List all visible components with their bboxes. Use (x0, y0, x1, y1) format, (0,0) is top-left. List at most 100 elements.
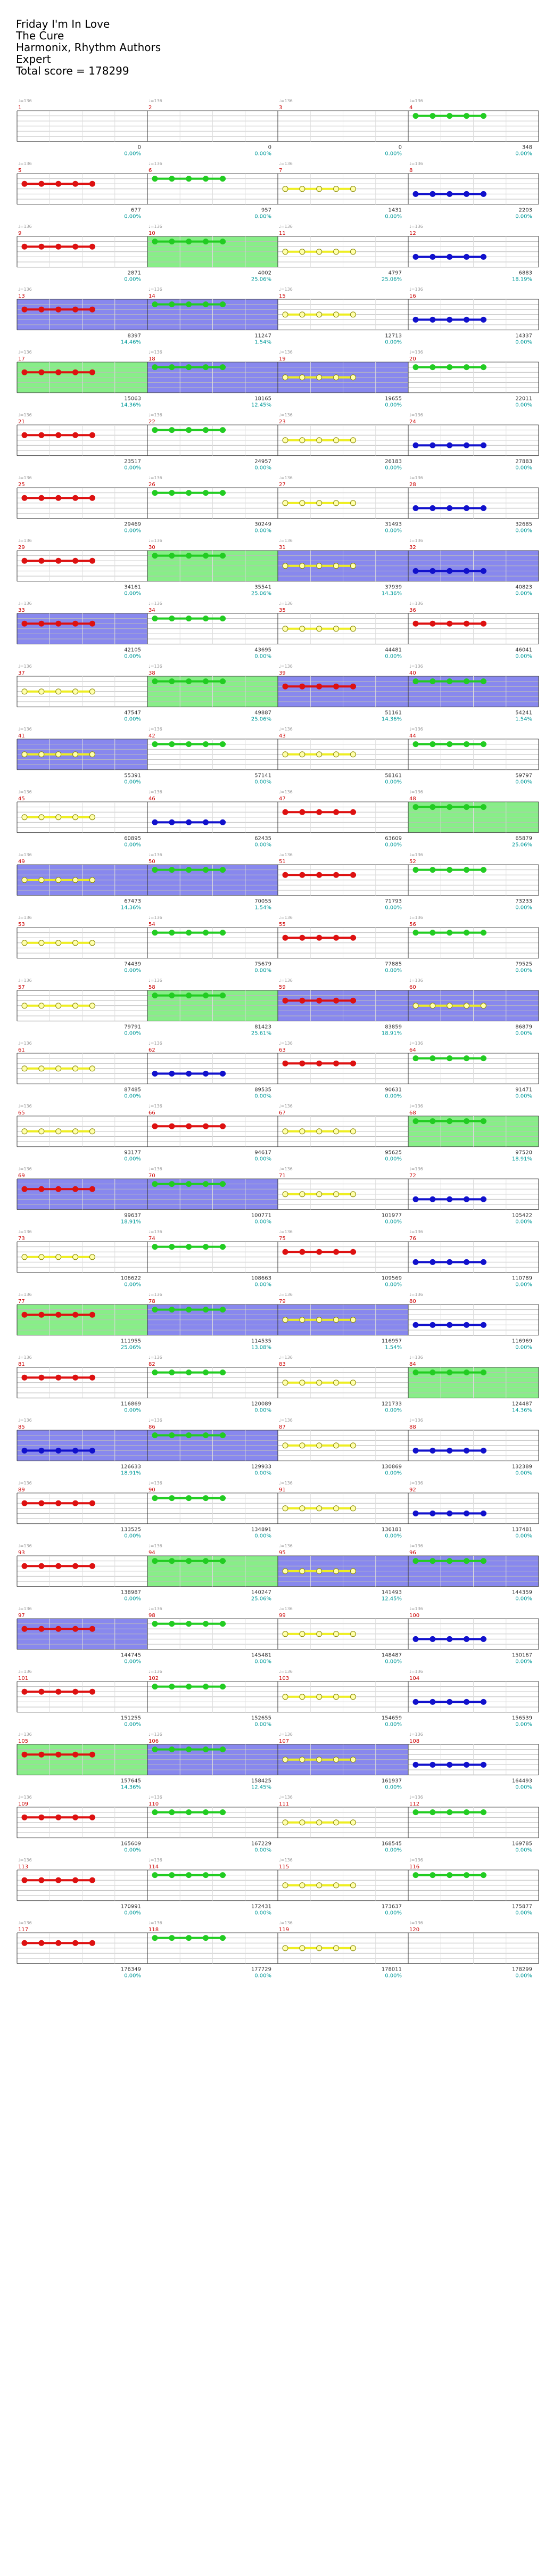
yellow-note (282, 1819, 288, 1826)
yellow-note (350, 1128, 356, 1135)
green-note (480, 930, 486, 936)
blue-note (412, 442, 419, 448)
green-note (219, 1307, 226, 1313)
measure-number: 77 (18, 1299, 25, 1305)
red-note (21, 557, 28, 564)
green-note (430, 867, 436, 873)
yellow-note (316, 1882, 323, 1889)
tempo-marker: ♩=136 (409, 1292, 423, 1297)
measure-score: 0 (138, 145, 141, 151)
red-note (55, 1688, 62, 1695)
yellow-note (316, 1757, 323, 1763)
measure-number: 62 (148, 1047, 155, 1053)
red-note (89, 620, 95, 627)
green-note (219, 427, 226, 433)
tempo-marker: ♩=136 (148, 350, 162, 355)
measure-percent: 0.00% (515, 403, 532, 408)
tempo-marker: ♩=136 (18, 727, 32, 732)
blue-note (430, 1259, 436, 1265)
red-note (89, 1186, 95, 1192)
measure-number: 14 (148, 293, 155, 299)
red-note (38, 1374, 45, 1381)
yellow-note (350, 1380, 356, 1386)
red-note (21, 1186, 28, 1192)
measure-score: 144359 (512, 1590, 532, 1596)
measure-score: 111955 (121, 1339, 141, 1344)
measure-number: 10 (148, 231, 155, 236)
measure-score: 15063 (124, 396, 141, 402)
tempo-marker: ♩=136 (409, 1606, 423, 1611)
green-note (169, 427, 175, 433)
green-note (152, 301, 158, 308)
tempo-marker: ♩=136 (409, 99, 423, 103)
tempo-marker: ♩=136 (18, 1544, 32, 1548)
red-note (21, 1500, 28, 1506)
green-note (169, 992, 175, 999)
measure-row: 21♩=136235170.00%22♩=136249570.00%23♩=13… (16, 413, 539, 471)
measure-number: 108 (409, 1738, 419, 1744)
yellow-note (21, 940, 28, 946)
green-note (447, 930, 453, 936)
red-note (316, 1060, 323, 1067)
measure-percent: 0.00% (515, 905, 532, 911)
measure-percent: 0.00% (254, 1848, 271, 1853)
yellow-note (282, 751, 288, 758)
red-note (430, 620, 436, 627)
tempo-marker: ♩=136 (279, 1167, 293, 1171)
green-note (169, 1809, 175, 1816)
green-note (169, 1369, 175, 1376)
measure-score: 116969 (512, 1339, 532, 1344)
yellow-note (89, 1065, 95, 1072)
blue-note (480, 1447, 486, 1454)
blue-note (480, 505, 486, 511)
green-note (186, 1244, 192, 1250)
tempo-marker: ♩=136 (18, 350, 32, 355)
red-note (55, 432, 62, 438)
red-note (38, 306, 45, 313)
measure-percent: 25.06% (251, 1596, 271, 1602)
yellow-note (55, 877, 62, 883)
green-note (203, 1621, 209, 1627)
tempo-marker: ♩=136 (279, 1732, 293, 1737)
red-note (282, 1249, 288, 1255)
yellow-note (282, 1945, 288, 1951)
green-note (169, 867, 175, 873)
measure-score: 83859 (385, 1024, 402, 1030)
green-note (412, 1872, 419, 1878)
blue-note (480, 316, 486, 323)
tempo-marker: ♩=136 (148, 601, 162, 606)
measure-number: 61 (18, 1047, 25, 1053)
yellow-note (350, 751, 356, 758)
green-note (430, 1809, 436, 1816)
green-note (186, 1558, 192, 1564)
green-note (480, 1369, 486, 1376)
yellow-note (282, 1317, 288, 1323)
yellow-note (316, 563, 323, 569)
measure-score: 35541 (254, 585, 271, 590)
green-note (480, 113, 486, 119)
measure-percent: 0.00% (385, 340, 402, 346)
measure-percent: 0.00% (515, 1094, 532, 1100)
yellow-note (282, 186, 288, 192)
measure-percent: 0.00% (385, 780, 402, 785)
red-note (55, 1877, 62, 1883)
tempo-marker: ♩=136 (148, 1481, 162, 1486)
green-note (169, 1746, 175, 1753)
tempo-marker: ♩=136 (148, 1167, 162, 1171)
red-note (350, 934, 356, 941)
green-note (152, 1809, 158, 1816)
yellow-note (333, 311, 340, 318)
green-note (412, 804, 419, 810)
measure-number: 40 (409, 670, 416, 676)
red-note (316, 683, 323, 690)
tempo-marker: ♩=136 (18, 413, 32, 417)
green-note (203, 1307, 209, 1313)
yellow-note (282, 1882, 288, 1889)
yellow-note (350, 1945, 356, 1951)
green-note (169, 239, 175, 245)
measure-number: 92 (409, 1487, 416, 1493)
measure-number: 58 (148, 985, 155, 990)
measure-number: 27 (279, 482, 286, 488)
green-note (152, 239, 158, 245)
green-note (152, 364, 158, 371)
